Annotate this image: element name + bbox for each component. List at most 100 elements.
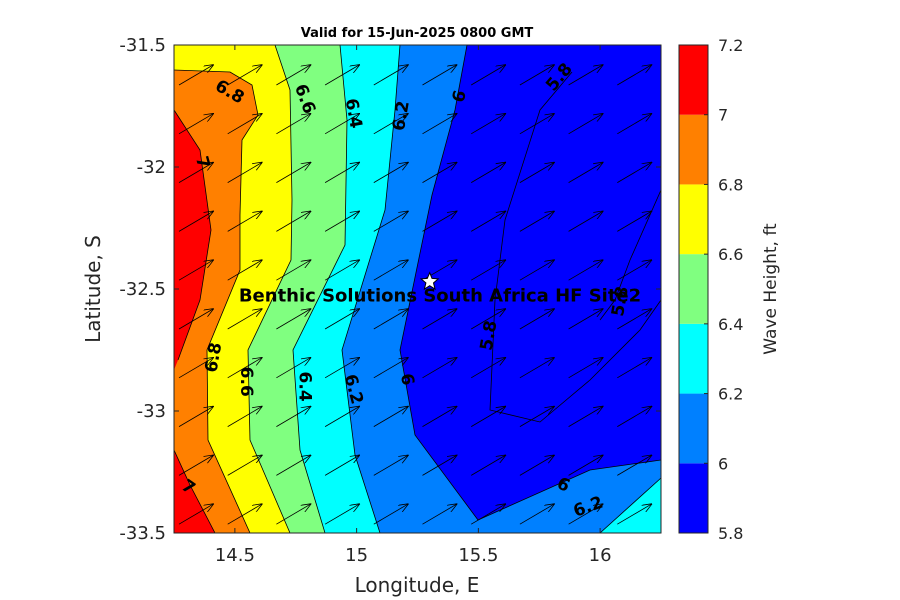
wave-arrow <box>617 309 651 330</box>
wave-arrow <box>617 358 651 379</box>
colorbar-tick-label: 6.2 <box>718 385 743 404</box>
colorbar-tick-label: 7.2 <box>718 36 743 55</box>
site-label: Benthic Solutions South Africa HF Site2 <box>239 286 641 307</box>
wave-arrow <box>470 309 505 330</box>
wave-arrow <box>568 114 603 135</box>
wave-arrow <box>324 309 359 330</box>
wave-arrow <box>373 504 408 525</box>
wave-arrow <box>276 407 310 427</box>
wave-arrow <box>422 455 457 476</box>
wave-arrow <box>276 163 310 183</box>
wave-direction-arrows <box>178 65 700 525</box>
wave-arrow <box>324 358 359 379</box>
wave-arrow <box>470 407 505 427</box>
wave-arrow <box>178 455 213 476</box>
colorbar-label: Wave Height, ft <box>761 223 781 355</box>
wave-arrow <box>178 65 213 86</box>
wave-arrow <box>373 211 408 232</box>
wave-arrow <box>227 309 262 330</box>
wave-arrow <box>470 358 505 379</box>
colorbar-tick-label: 6.6 <box>718 245 743 264</box>
contour-line-6.4 <box>292 45 348 533</box>
wave-arrow <box>324 163 359 183</box>
wave-arrow <box>227 65 262 86</box>
contour-label: 7 <box>191 154 213 171</box>
y-axis: -31.5 -32 -32.5 -33 -33.5 <box>119 35 661 544</box>
contour-line-6.8 <box>174 69 259 533</box>
wave-arrow <box>568 504 603 525</box>
contour-label: 6.6 <box>236 367 256 397</box>
contour-label: 6 <box>396 372 418 387</box>
wave-arrow <box>276 504 310 525</box>
wave-arrow <box>324 504 359 525</box>
wave-arrow <box>373 163 408 183</box>
wave-arrow <box>470 163 505 183</box>
wave-arrow <box>470 114 505 135</box>
wave-arrow <box>422 309 457 330</box>
wave-arrow <box>276 211 310 232</box>
wave-arrow <box>519 65 554 86</box>
colorbar-swatch <box>679 114 708 185</box>
contour-line-6.0 <box>399 45 661 521</box>
wave-arrow <box>617 211 651 232</box>
wave-arrow <box>373 114 408 135</box>
y-axis-label: Latitude, S <box>81 235 105 343</box>
colorbar-tick-label: 6.8 <box>718 175 743 194</box>
wave-arrow <box>373 65 408 86</box>
wave-arrow <box>422 407 457 427</box>
wave-arrow <box>470 65 505 86</box>
contour-line-5.8 <box>489 71 661 423</box>
y-tick-label: -33.5 <box>119 523 166 544</box>
contour-lines <box>174 45 661 533</box>
colorbar: 5.8 6 6.2 6.4 6.6 6.8 7 7.2 <box>678 36 743 543</box>
wave-arrow <box>276 65 310 86</box>
wave-arrow <box>568 260 603 281</box>
wave-arrow <box>470 455 505 476</box>
wave-arrow <box>617 504 651 525</box>
colorbar-swatch <box>679 184 708 255</box>
wave-arrow <box>324 260 359 281</box>
wave-arrow <box>617 163 651 183</box>
wave-arrow <box>519 211 554 232</box>
wave-arrow <box>519 260 554 281</box>
wave-arrow <box>519 309 554 330</box>
wave-arrow <box>227 163 262 183</box>
wave-arrow <box>617 260 651 281</box>
wave-arrow <box>470 211 505 232</box>
wave-arrow <box>227 358 262 379</box>
colorbar-tick-label: 6.4 <box>718 315 743 334</box>
wave-arrow <box>276 260 310 281</box>
x-tick-label: 15 <box>345 545 368 566</box>
wave-arrow <box>422 358 457 379</box>
wave-arrow <box>178 260 213 281</box>
wave-arrow <box>178 504 213 525</box>
wave-arrow <box>227 260 262 281</box>
contour-line-5.8-b <box>599 189 661 321</box>
y-tick-label: -31.5 <box>119 35 166 56</box>
wave-arrow <box>568 65 603 86</box>
wave-arrow <box>568 407 603 427</box>
contour-label: 6.4 <box>294 372 314 402</box>
colorbar-tick-label: 7 <box>718 106 728 125</box>
colorbar-frame <box>678 44 709 534</box>
wave-arrow <box>422 504 457 525</box>
wave-arrow <box>568 358 603 379</box>
wave-arrow <box>470 504 505 525</box>
y-tick-label: -32 <box>137 157 166 178</box>
wave-arrow <box>324 407 359 427</box>
x-tick-label: 14.5 <box>215 545 255 566</box>
wave-arrow <box>178 407 213 427</box>
wave-arrow <box>617 65 651 86</box>
chart-title: Valid for 15-Jun-2025 0800 GMT <box>301 26 534 41</box>
colorbar-swatch <box>679 463 708 533</box>
wave-arrow <box>373 407 408 427</box>
wave-arrow <box>568 163 603 183</box>
wave-arrow <box>470 260 505 281</box>
wave-arrow <box>276 114 310 135</box>
x-axis-label: Longitude, E <box>355 573 480 597</box>
y-tick-label: -32.5 <box>119 279 166 300</box>
colorbar-tick-label: 5.8 <box>718 524 743 543</box>
wave-arrow <box>178 358 213 379</box>
x-axis: 14.5 15 15.5 16 <box>215 45 612 566</box>
